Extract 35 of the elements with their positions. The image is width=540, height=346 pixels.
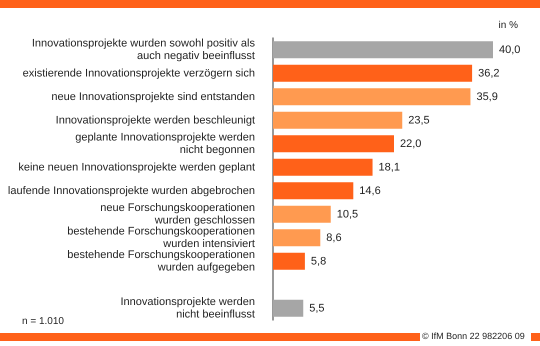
- bar: [273, 182, 354, 200]
- data-label: 22,0: [400, 138, 422, 150]
- bar: [273, 135, 394, 152]
- data-label: 8,6: [326, 232, 342, 244]
- y-tick-label: keine neuen Innovationsprojekte werden geplant: [18, 161, 255, 174]
- bar: [273, 64, 472, 82]
- data-label: 14,6: [359, 184, 381, 197]
- bar: [273, 88, 470, 106]
- bar: [273, 158, 373, 176]
- y-tick-label: Innovationsprojekte werden nicht beeinflusst: [120, 296, 255, 320]
- bar: [273, 112, 402, 129]
- bar: [273, 229, 320, 246]
- y-tick-label: geplante Innovationsprojekte werden nicht begonnen: [75, 132, 255, 156]
- y-tick-label: neue Innovationsprojekte sind entstanden: [51, 90, 255, 103]
- data-label: 10,5: [336, 208, 358, 220]
- data-label: 23,5: [408, 114, 430, 126]
- y-tick-label: bestehende Forschungskooperationen wurden aufgegeben: [67, 249, 255, 274]
- data-label: 35,9: [476, 90, 498, 103]
- bar: [273, 206, 331, 223]
- data-label: 5,8: [310, 255, 326, 268]
- y-tick-label: Innovationsprojekte werden beschleunigt: [56, 114, 255, 126]
- bar: [273, 41, 493, 58]
- bar: [273, 300, 304, 317]
- y-tick-label: existierende Innovationsprojekte verzögern sich: [22, 67, 255, 80]
- x-axis-title: in %: [498, 20, 518, 31]
- data-label: 36,2: [478, 67, 500, 80]
- data-label: 18,1: [378, 161, 400, 174]
- bar: [273, 252, 305, 270]
- y-tick-label: laufende Innovationsprojekte wurden abgebrochen: [8, 184, 255, 197]
- y-tick-label: Innovationsprojekte wurden sowohl positiv als auch negativ beeinflusst: [32, 38, 256, 62]
- text: © IfM Bonn 22 982206 09: [422, 331, 525, 341]
- y-tick-label: neue Forschungskooperationen wurden geschlossen: [100, 202, 255, 226]
- data-label: 40,0: [499, 44, 520, 56]
- text: n = 1.010: [22, 316, 64, 327]
- data-label: 5,5: [309, 302, 325, 314]
